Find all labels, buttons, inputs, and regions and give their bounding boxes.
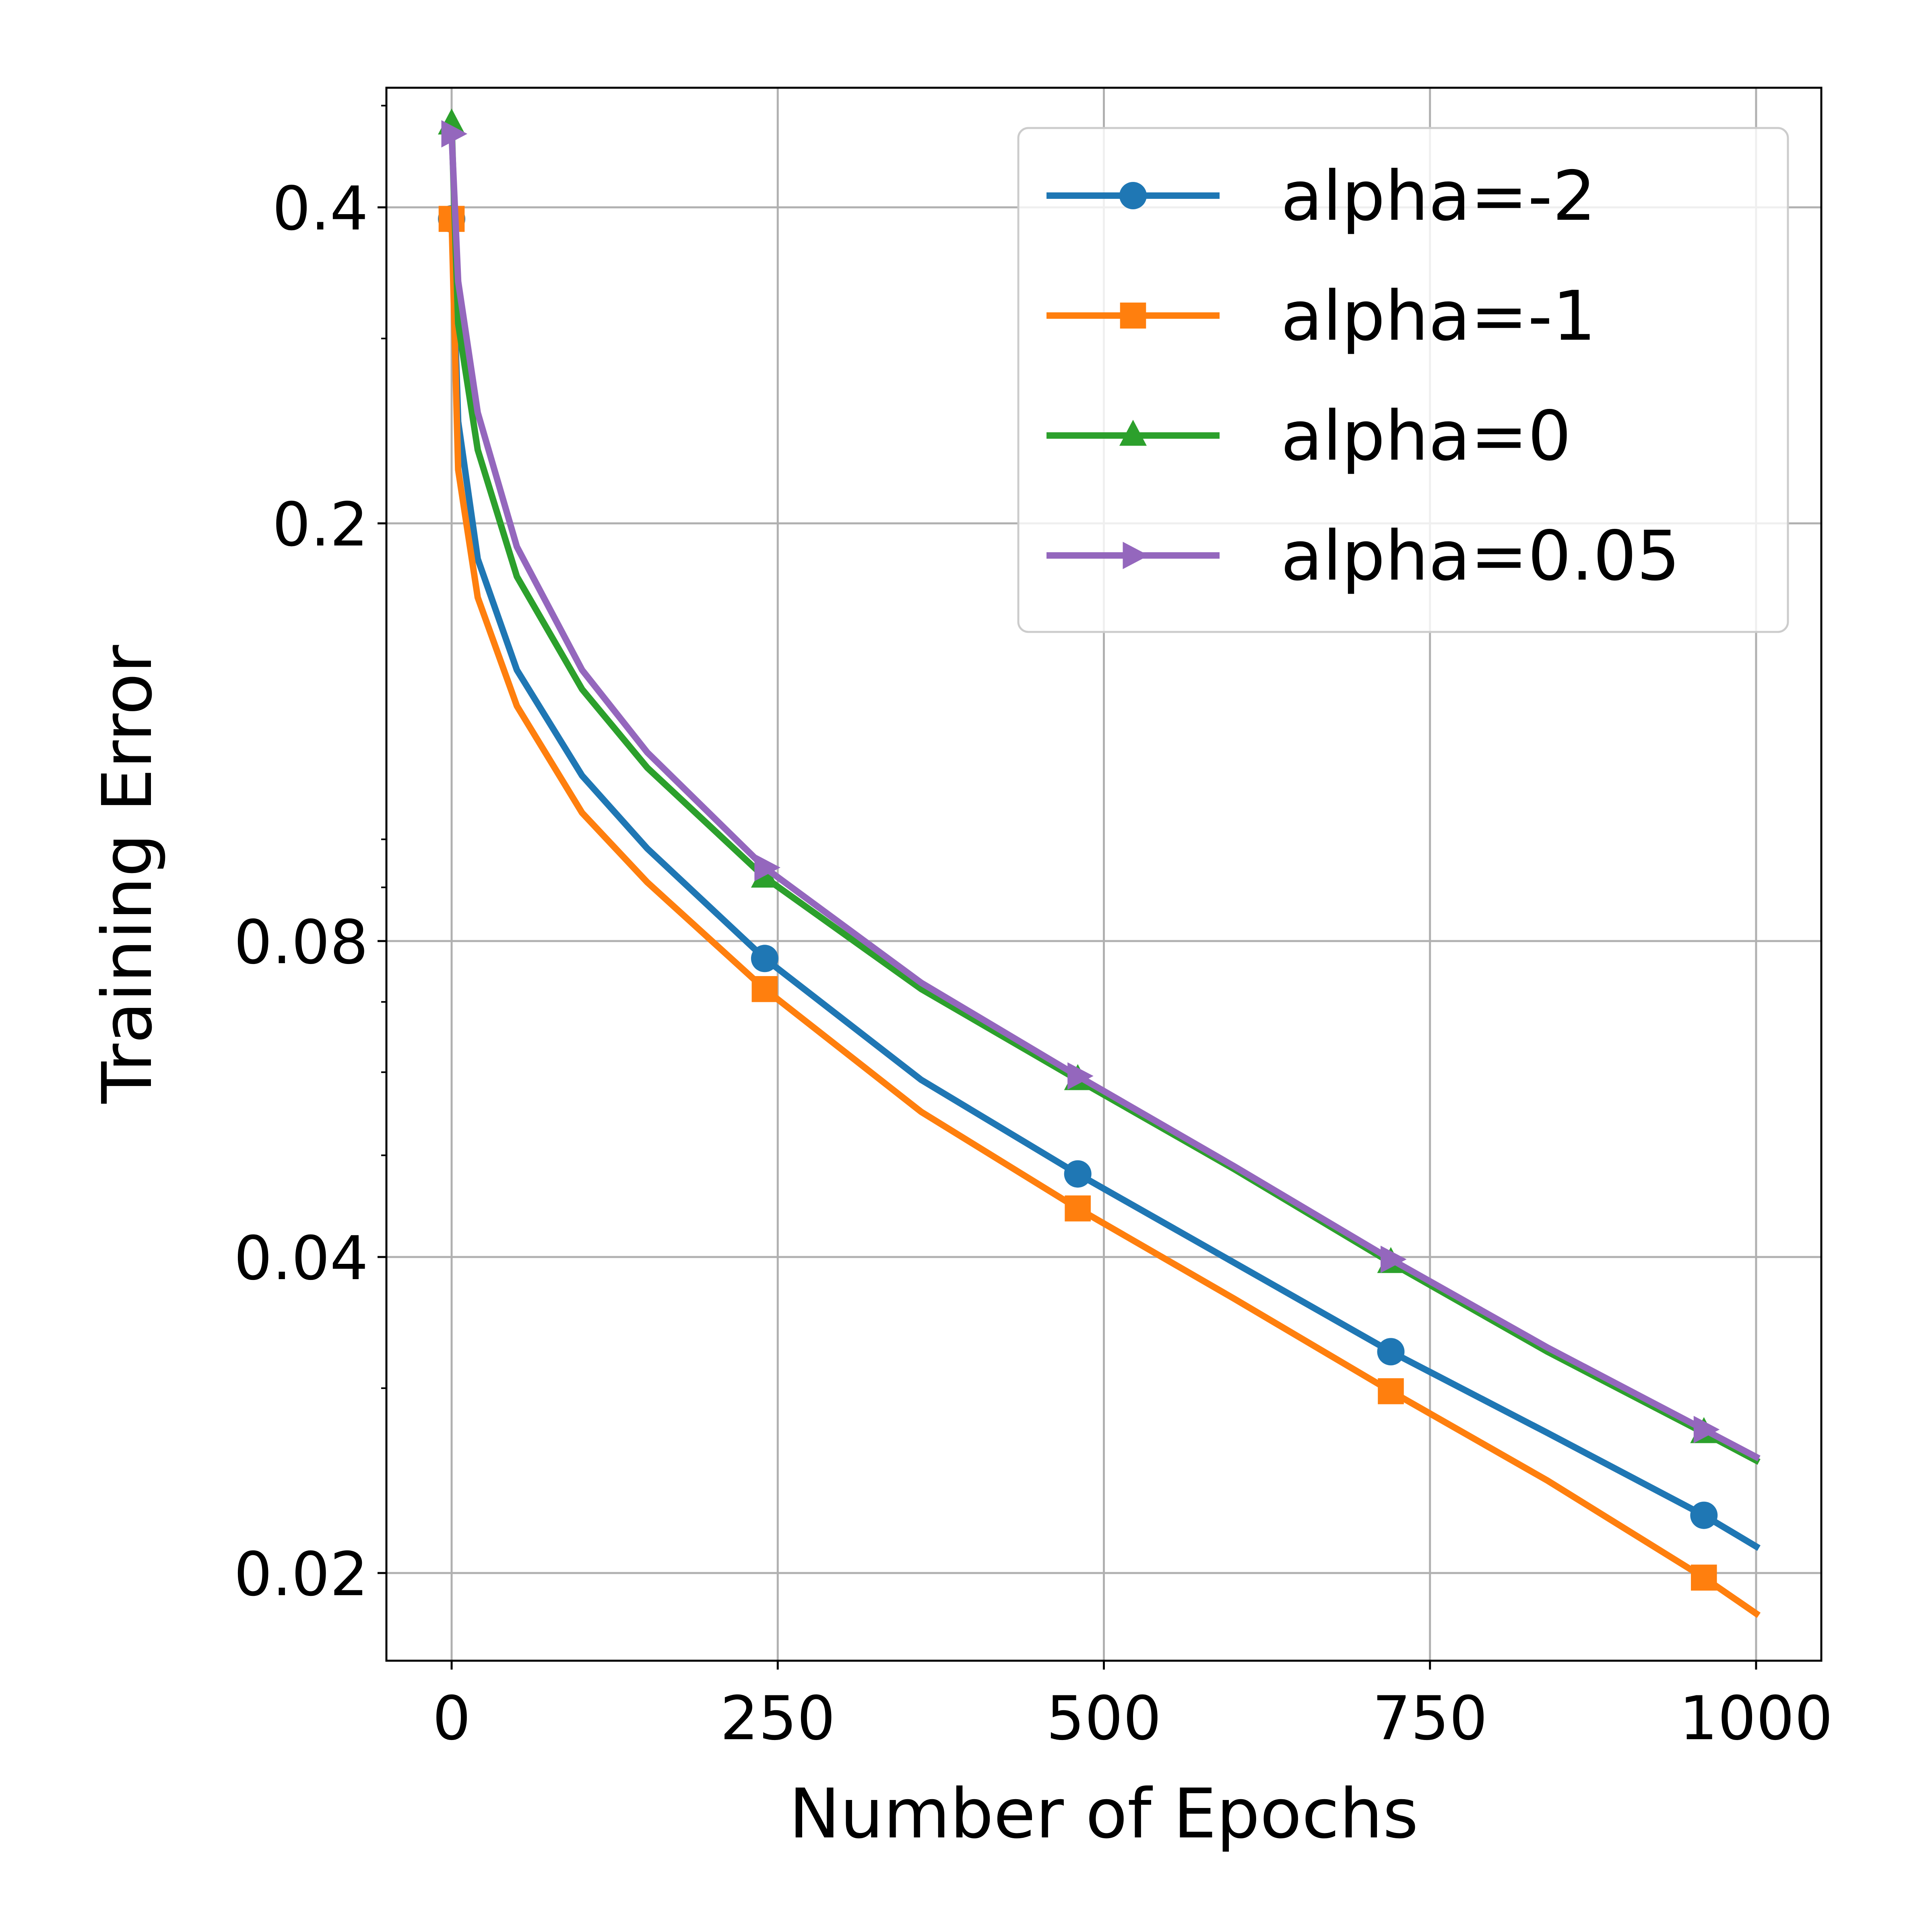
legend-item: alpha=-1 — [1046, 277, 1596, 356]
series-marker — [1065, 1195, 1091, 1222]
series-marker — [1377, 1338, 1405, 1366]
y-tick-label: 0.4 — [272, 174, 368, 244]
x-tick-label: 500 — [1046, 1684, 1161, 1754]
series-marker — [754, 854, 780, 881]
series-line — [448, 121, 1761, 1465]
series-marker — [751, 976, 778, 1002]
y-axis-label: Training Error — [88, 645, 167, 1104]
legend-label: alpha=0 — [1281, 396, 1571, 476]
legend-label: alpha=-1 — [1281, 277, 1596, 356]
y-tick-label: 0.02 — [234, 1540, 368, 1610]
legend-item: alpha=0.05 — [1046, 516, 1680, 596]
series-line — [448, 215, 1761, 1551]
series-marker — [441, 120, 468, 148]
y-tick-label: 0.2 — [272, 490, 368, 560]
series-line — [448, 130, 1761, 1461]
x-tick-label: 750 — [1373, 1684, 1488, 1754]
series-layer — [438, 108, 1761, 1618]
legend-marker — [1123, 542, 1149, 569]
series-marker — [1067, 1062, 1094, 1090]
x-tick-label: 1000 — [1679, 1684, 1833, 1754]
series-line — [448, 215, 1761, 1618]
legend-marker — [1120, 302, 1146, 329]
series-marker — [1378, 1378, 1404, 1404]
legend-label: alpha=-2 — [1281, 157, 1596, 236]
legend: alpha=-2 alpha=-1 alpha=0 alpha=0.05 — [1017, 127, 1789, 633]
series-alpha=0.05 — [441, 120, 1761, 1461]
series-marker — [1691, 1565, 1717, 1591]
x-tick-label: 250 — [720, 1684, 835, 1754]
series-alpha=-1 — [438, 206, 1761, 1618]
series-marker — [1690, 1501, 1718, 1529]
y-tick-label: 0.04 — [234, 1224, 368, 1294]
legend-marker — [1119, 419, 1147, 446]
legend-item: alpha=-2 — [1046, 157, 1596, 236]
ticks: 0 250 500 750 1000 0.02 0.04 0.08 0.2 0.4 — [234, 174, 1833, 1754]
y-tick-label: 0.08 — [234, 908, 368, 978]
series-marker — [1693, 1416, 1720, 1443]
legend-box — [1017, 127, 1789, 633]
series-marker — [751, 945, 778, 972]
legend-label: alpha=0.05 — [1281, 516, 1680, 596]
series-marker — [1064, 1160, 1092, 1188]
series-marker — [1381, 1245, 1407, 1273]
legend-item: alpha=0 — [1046, 396, 1571, 476]
x-tick-label: 0 — [432, 1684, 471, 1754]
legend-marker — [1119, 182, 1147, 209]
x-axis-label: Number of Epochs — [789, 1774, 1418, 1854]
